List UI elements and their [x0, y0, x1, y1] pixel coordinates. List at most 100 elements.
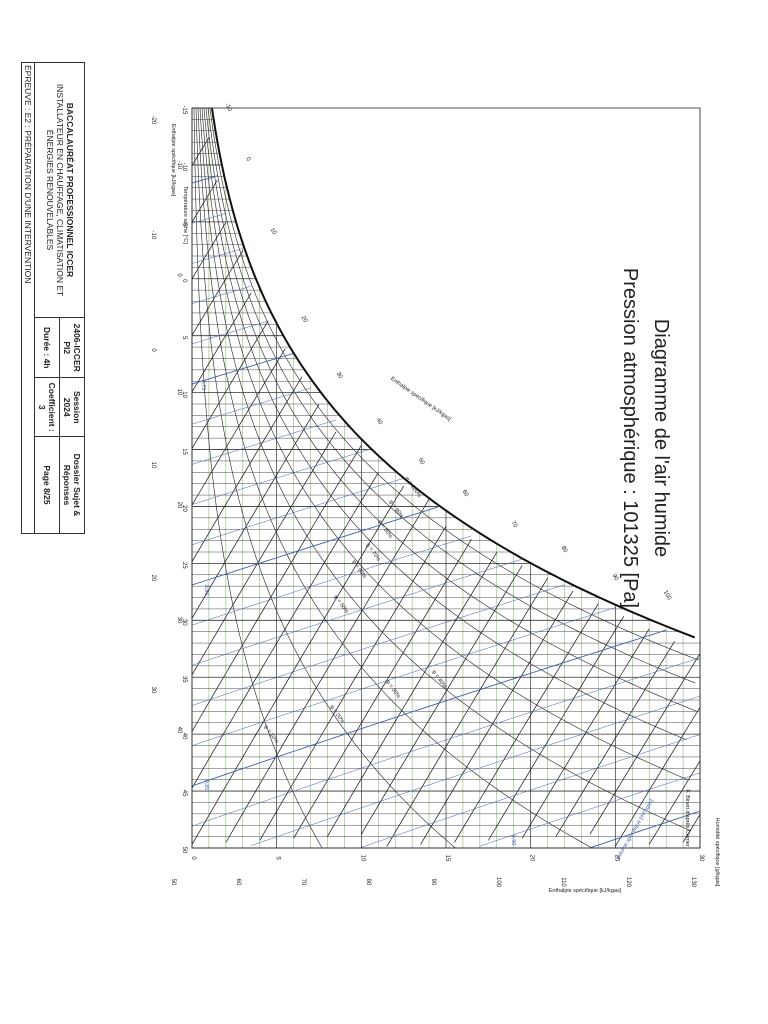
enthalpy-bottom-tick: 120 — [625, 877, 631, 888]
volume-line — [479, 772, 701, 847]
humidity-tick: 15 — [444, 855, 450, 862]
dry-temp-tick: -15 — [181, 106, 187, 115]
enthalpy-left-tick: 0 — [150, 348, 156, 352]
volume-tick: 0,75 — [200, 380, 206, 391]
enthalpy-curve-tick: 40 — [375, 417, 384, 426]
enthalpy-line — [589, 653, 701, 835]
enthalpy-bottom-tick: 90 — [430, 879, 436, 886]
rh-curve — [207, 107, 696, 684]
enthalpy-line — [191, 472, 379, 789]
enthalpy-left-tick: 20 — [150, 575, 156, 582]
volume-line — [191, 175, 218, 184]
enthalpy-line — [191, 404, 320, 619]
dry-temp-tick: 0 — [181, 279, 187, 283]
dry-temp-tick: -5 — [181, 221, 187, 227]
enthalpy-curve-tick: 80 — [560, 545, 569, 554]
enthalpy-left-tick: 40 — [176, 727, 182, 734]
enthalpy-left-tick: 10 — [150, 462, 156, 469]
volume-line — [191, 448, 370, 505]
humidity-tick: 0 — [190, 856, 196, 860]
enthalpy-left-tick: 0 — [176, 273, 182, 277]
enthalpy-bottom-tick: 100 — [495, 877, 501, 888]
enthalpy-line — [191, 445, 362, 732]
enthalpy-bottom-tick: 80 — [365, 879, 371, 886]
enthalpy-line — [191, 431, 337, 676]
volume-line — [191, 607, 616, 746]
humidity-tick: 10 — [359, 855, 365, 862]
enthalpy-left-tick: -10 — [176, 161, 182, 170]
volume-line — [191, 248, 243, 264]
enthalpy-line — [225, 499, 430, 843]
humidity-tick: 20 — [529, 855, 535, 862]
dry-temp-tick: 15 — [181, 448, 187, 455]
dry-temp-tick: 35 — [181, 676, 187, 683]
chart-frame — [191, 107, 701, 849]
enthalpy-line — [293, 539, 472, 839]
enthalpy-curve-tick: 100 — [662, 590, 673, 602]
rh-curve — [197, 107, 593, 849]
enthalpy-line — [648, 760, 701, 845]
enthalpy-line — [555, 641, 675, 837]
enthalpy-curve-tick: 20 — [300, 315, 309, 324]
enthalpy-bottom-tick: 130 — [690, 877, 696, 888]
relative-humidity-curves — [193, 107, 699, 849]
enthalpy-line — [386, 577, 548, 847]
rh-curve — [195, 107, 456, 849]
dry-temp-tick: 5 — [181, 336, 187, 340]
dry-temp-tick: 40 — [181, 733, 187, 740]
rh-label: φ = 80% — [376, 519, 393, 540]
volume-line — [191, 285, 252, 304]
rh-curve — [199, 107, 692, 832]
enthalpy-bottom-tick: 60 — [235, 879, 241, 886]
dry-temp-tick: 25 — [181, 562, 187, 569]
rh-curve — [209, 107, 699, 661]
volume-tick: 0,90 — [510, 835, 516, 846]
volume-line — [191, 478, 404, 546]
dry-temp-tick: 30 — [181, 619, 187, 626]
enthalpy-curve-tick: 60 — [461, 489, 470, 498]
enthalpy-curve-tick: -10 — [223, 102, 233, 113]
rh-curve — [201, 107, 688, 780]
rh-label: φ = 30% — [384, 679, 401, 700]
enthalpy-curve-tick: 0 — [244, 157, 251, 163]
saturation-curve — [211, 107, 696, 639]
enthalpy-bottom-axis-label: Enthalpie spécifique [kJ/kgas] — [549, 888, 622, 894]
enthalpy-curve-tick: 30 — [335, 371, 344, 380]
enthalpy-line — [454, 603, 599, 843]
volume-line — [191, 506, 438, 586]
enthalpy-left-tick: 10 — [176, 389, 182, 396]
humidity-tick: 5 — [275, 856, 281, 860]
rh-label: φ = 20% — [328, 704, 345, 725]
dry-temp-tick: 45 — [181, 790, 187, 797]
enthalpy-bottom-tick: 50 — [170, 879, 176, 886]
volume-line — [191, 387, 311, 425]
volume-line — [191, 584, 565, 706]
rh-label: φ = 40% — [430, 669, 447, 690]
humidity-tick: 30 — [698, 855, 704, 862]
rh-label: φ = 70% — [364, 542, 381, 563]
enthalpy-curve-tick: 90 — [611, 573, 620, 582]
enthalpy-curve-tick: 10 — [269, 227, 278, 236]
enthalpy-line — [191, 320, 269, 449]
enthalpy-line — [682, 814, 701, 843]
rh-label: φ = 100% — [404, 476, 423, 499]
enthalpy-line — [191, 485, 404, 845]
volume-line — [191, 535, 472, 626]
volume-line — [191, 657, 701, 827]
enthalpy-left-tick: 30 — [150, 687, 156, 694]
rh-label: φ = 50% — [332, 594, 349, 615]
dry-temp-tick: 10 — [181, 391, 187, 398]
enthalpy-curve-tick: 50 — [417, 457, 426, 466]
rh-curve — [193, 107, 323, 849]
volume-tick: 0,80 — [203, 585, 209, 596]
enthalpy-line — [327, 552, 498, 837]
humidity-gridlines — [191, 108, 701, 848]
enthalpy-left-tick: 30 — [176, 617, 182, 624]
enthalpy-curve-axis-label: Enthalpie spécifique [kJ/kgas] — [389, 376, 452, 423]
enthalpy-line — [521, 628, 650, 839]
volume-line — [191, 213, 226, 224]
enthalpy-bottom-tick: 110 — [560, 877, 566, 887]
dry-temp-tick: 50 — [181, 847, 187, 854]
volume-line — [191, 352, 294, 385]
